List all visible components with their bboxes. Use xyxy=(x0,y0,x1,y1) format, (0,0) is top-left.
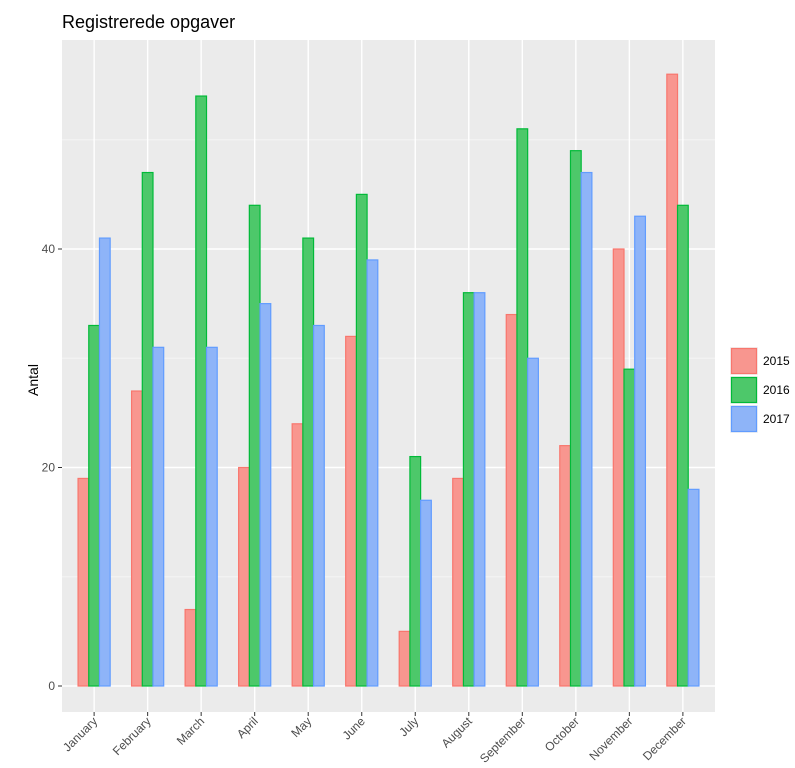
bar-2015-august xyxy=(452,477,465,687)
bar-2015-june xyxy=(345,335,357,687)
x-tick-label: May xyxy=(288,714,314,740)
bar-2017-may xyxy=(312,324,325,687)
x-tick-label: August xyxy=(439,714,476,751)
bar-2015-october xyxy=(559,445,572,687)
legend-label-2017: 2017 xyxy=(763,412,790,426)
bar-2016-december xyxy=(676,204,689,687)
bar-2017-june xyxy=(366,259,379,687)
chart-title: Registrerede opgaver xyxy=(62,12,235,32)
bar-2016-april xyxy=(248,204,261,687)
bar-2017-september xyxy=(527,357,539,687)
bar-2016-november xyxy=(623,368,636,687)
bar-2017-january xyxy=(98,237,111,687)
legend: 2015 2016 2017 xyxy=(730,347,790,433)
bar-2015-february xyxy=(130,390,143,687)
bar-2015-may xyxy=(291,423,304,687)
bar-2017-august xyxy=(473,292,486,687)
bar-2017-march xyxy=(205,346,218,687)
bar-2017-november xyxy=(634,215,647,687)
y-axis-title: Antal xyxy=(25,364,41,396)
x-axis: January February March April May June July Augu… xyxy=(60,712,689,766)
x-tick-label: November xyxy=(586,714,635,763)
y-axis: 0 20 40 xyxy=(42,242,62,693)
legend-label-2015: 2015 xyxy=(763,354,790,368)
bar-2017-december xyxy=(687,488,700,687)
bar-2016-august xyxy=(462,292,475,687)
x-tick-label: October xyxy=(542,714,582,754)
x-tick-label: January xyxy=(60,714,100,754)
x-tick-label: February xyxy=(110,714,154,758)
bar-2016-february xyxy=(141,171,154,687)
bar-2016-june xyxy=(355,193,368,687)
x-tick-label: April xyxy=(234,714,261,741)
bar-2017-april xyxy=(259,303,272,687)
y-tick-label: 20 xyxy=(42,461,56,475)
x-tick-label: December xyxy=(640,714,689,763)
bar-2017-october xyxy=(580,171,593,687)
minor-gridlines xyxy=(62,139,715,578)
legend-label-2016: 2016 xyxy=(763,383,790,397)
x-tick-label: June xyxy=(340,714,369,743)
legend-swatch-2015 xyxy=(730,347,758,375)
x-tick-label: September xyxy=(477,714,528,765)
x-tick-label: March xyxy=(174,714,207,747)
bars-layer xyxy=(77,73,700,687)
y-tick-label: 40 xyxy=(42,242,56,256)
bar-2016-september xyxy=(516,128,529,687)
bar-2016-october xyxy=(569,150,582,687)
bar-2015-april xyxy=(238,466,250,687)
legend-swatch-2017 xyxy=(730,405,758,433)
x-tick-label: July xyxy=(396,714,421,739)
bar-2016-may xyxy=(302,237,315,687)
bar-2017-july xyxy=(420,499,432,687)
bar-2016-july xyxy=(409,455,422,687)
plot-panel xyxy=(62,40,715,712)
bar-2016-january xyxy=(88,324,101,687)
y-tick-label: 0 xyxy=(48,679,55,693)
bar-2015-september xyxy=(505,313,518,687)
bar-2017-february xyxy=(152,346,165,687)
bar-2016-march xyxy=(195,95,208,687)
bar-2015-january xyxy=(77,477,90,687)
legend-swatch-2016 xyxy=(730,376,758,404)
bar-2015-july xyxy=(398,630,411,687)
bar-2015-november xyxy=(612,248,625,687)
bar-2015-march xyxy=(184,608,197,687)
bar-2015-december xyxy=(666,73,679,687)
